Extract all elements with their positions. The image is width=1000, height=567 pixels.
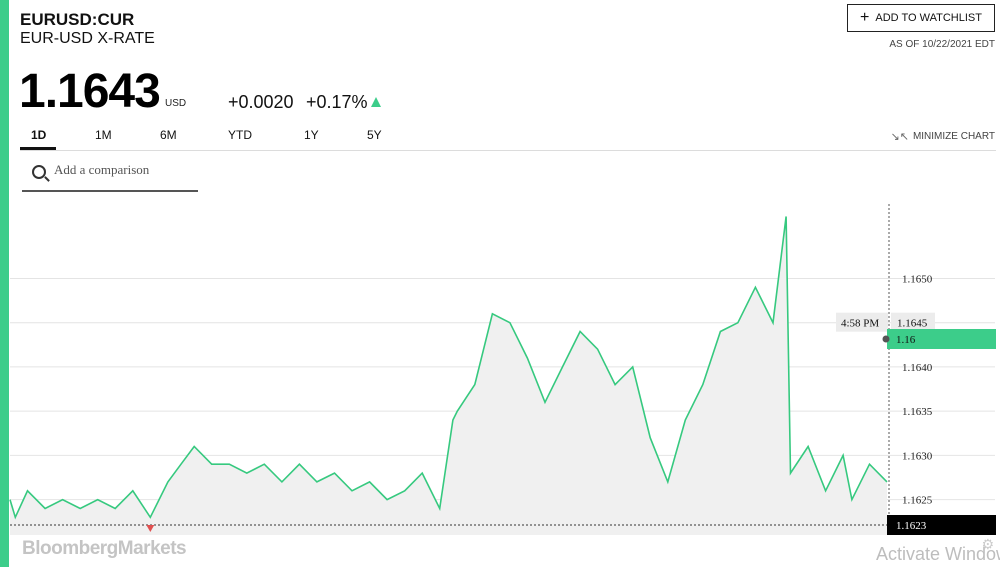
last-price: 1.1643 — [19, 65, 161, 118]
y-tick-label: 1.1640 — [902, 362, 933, 374]
search-icon — [32, 165, 46, 179]
instrument-name: EUR-USD X-RATE — [20, 30, 155, 47]
add-to-watchlist-label: ADD TO WATCHLIST — [875, 12, 982, 24]
y-tick-label: 1.1650 — [902, 273, 933, 285]
comparison-search — [22, 157, 200, 192]
gear-icon: ⚙ — [981, 536, 994, 552]
up-arrow-icon — [371, 97, 381, 107]
currency-label: USD — [165, 98, 187, 109]
comparison-input[interactable] — [52, 161, 200, 179]
hover-value-label: 1.1645 — [891, 312, 935, 332]
low-marker-icon — [146, 525, 155, 532]
minimize-chart-button[interactable]: ↘↖ MINIMIZE CHART — [891, 130, 995, 143]
price-area-fill — [10, 216, 887, 535]
activate-windows-watermark: Activate Windows — [876, 544, 1000, 564]
accent-bar — [0, 0, 9, 567]
active-tab-underline — [20, 147, 56, 150]
tab-1m[interactable]: 1M — [95, 128, 112, 142]
as-of-date: AS OF 10/22/2021 EDT — [889, 39, 995, 50]
tab-1d[interactable]: 1D — [31, 128, 47, 142]
ticker-symbol: EURUSD:CUR — [20, 10, 135, 29]
price-line — [9, 216, 888, 520]
tab-6m[interactable]: 6M — [160, 128, 177, 142]
minimize-chart-label: MINIMIZE CHART — [912, 131, 995, 142]
y-tick-label: 1.1635 — [902, 406, 933, 418]
current-price-text: 1.16 — [896, 334, 916, 346]
tab-ytd[interactable]: YTD — [228, 128, 252, 142]
hover-value-text: 1.1645 — [897, 318, 928, 330]
bloomberg-watermark: BloombergMarkets — [22, 538, 187, 559]
y-tick-label: 1.1630 — [902, 450, 933, 462]
price-change: +0.0020 — [228, 92, 294, 112]
y-tick-label: 1.1625 — [902, 495, 933, 507]
low-price-text: 1.1623 — [896, 520, 927, 532]
price-change-percent: +0.17% — [306, 92, 368, 112]
plus-icon: + — [860, 9, 870, 26]
minimize-icon: ↘↖ — [890, 131, 909, 143]
timeframe-tabs: 1D 1M 6M YTD 1Y 5Y — [20, 120, 996, 151]
price-chart[interactable]: 1.1650 1.1640 1.1635 1.1630 1.1625 4:58 PM 1… — [0, 190, 1000, 535]
hover-time-label: 4:58 PM — [836, 312, 888, 332]
current-price-dot — [882, 335, 890, 343]
low-price-label: 1.1623 — [887, 515, 996, 535]
add-to-watchlist-button[interactable]: + ADD TO WATCHLIST — [847, 4, 995, 32]
current-price-label: 1.16 — [887, 329, 996, 349]
tab-1y[interactable]: 1Y — [304, 128, 319, 142]
y-axis-ticks: 1.1650 1.1640 1.1635 1.1630 1.1625 — [902, 273, 933, 506]
hover-time-text: 4:58 PM — [841, 318, 879, 330]
tab-5y[interactable]: 5Y — [367, 128, 382, 142]
